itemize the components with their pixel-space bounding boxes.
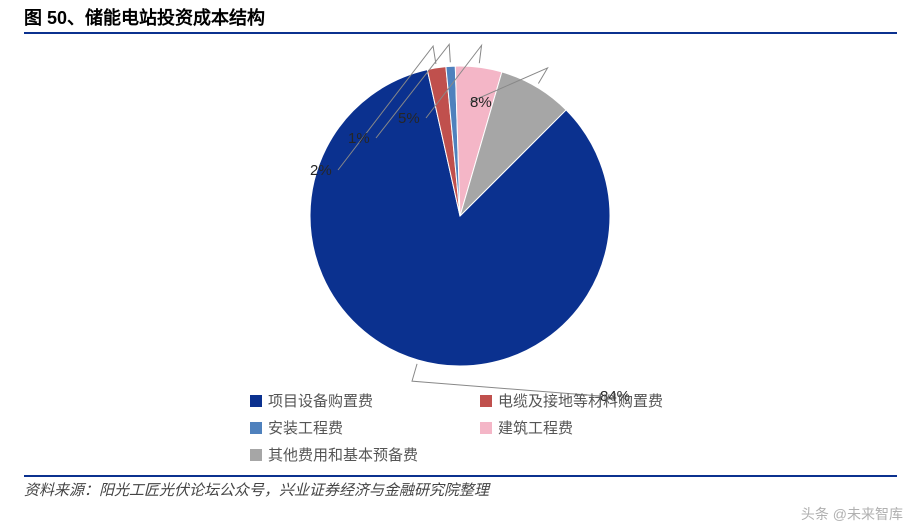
- legend-item: 电缆及接地等材料购置费: [480, 390, 680, 411]
- legend-swatch: [250, 449, 262, 461]
- pie-canvas: [310, 66, 610, 366]
- legend-label: 建筑工程费: [498, 417, 573, 438]
- figure-title: 图 50、储能电站投资成本结构: [24, 8, 265, 28]
- source-text: 资料来源：阳光工匠光伏论坛公众号，兴业证券经济与金融研究院整理: [24, 482, 489, 499]
- legend-label: 电缆及接地等材料购置费: [498, 390, 663, 411]
- pie-data-label: 1%: [348, 130, 370, 147]
- legend-label: 其他费用和基本预备费: [268, 444, 418, 465]
- legend-item: 其他费用和基本预备费: [250, 444, 450, 465]
- legend-label: 项目设备购置费: [268, 390, 373, 411]
- legend-swatch: [250, 395, 262, 407]
- watermark: 头条 @未来智库: [801, 504, 903, 524]
- pie-data-label: 5%: [398, 110, 420, 127]
- legend-swatch: [480, 422, 492, 434]
- legend-swatch: [250, 422, 262, 434]
- pie-data-label: 8%: [470, 94, 492, 111]
- pie-data-label: 2%: [310, 162, 332, 179]
- pie-chart: 84%2%1%5%8%: [0, 30, 921, 430]
- legend-swatch: [480, 395, 492, 407]
- legend-label: 安装工程费: [268, 417, 343, 438]
- source-bar: 资料来源：阳光工匠光伏论坛公众号，兴业证券经济与金融研究院整理: [24, 475, 897, 500]
- legend-item: 项目设备购置费: [250, 390, 450, 411]
- legend: 项目设备购置费 电缆及接地等材料购置费安装工程费 建筑工程费其他费用和基本预备费: [250, 390, 730, 465]
- legend-item: 安装工程费: [250, 417, 450, 438]
- legend-item: 建筑工程费: [480, 417, 680, 438]
